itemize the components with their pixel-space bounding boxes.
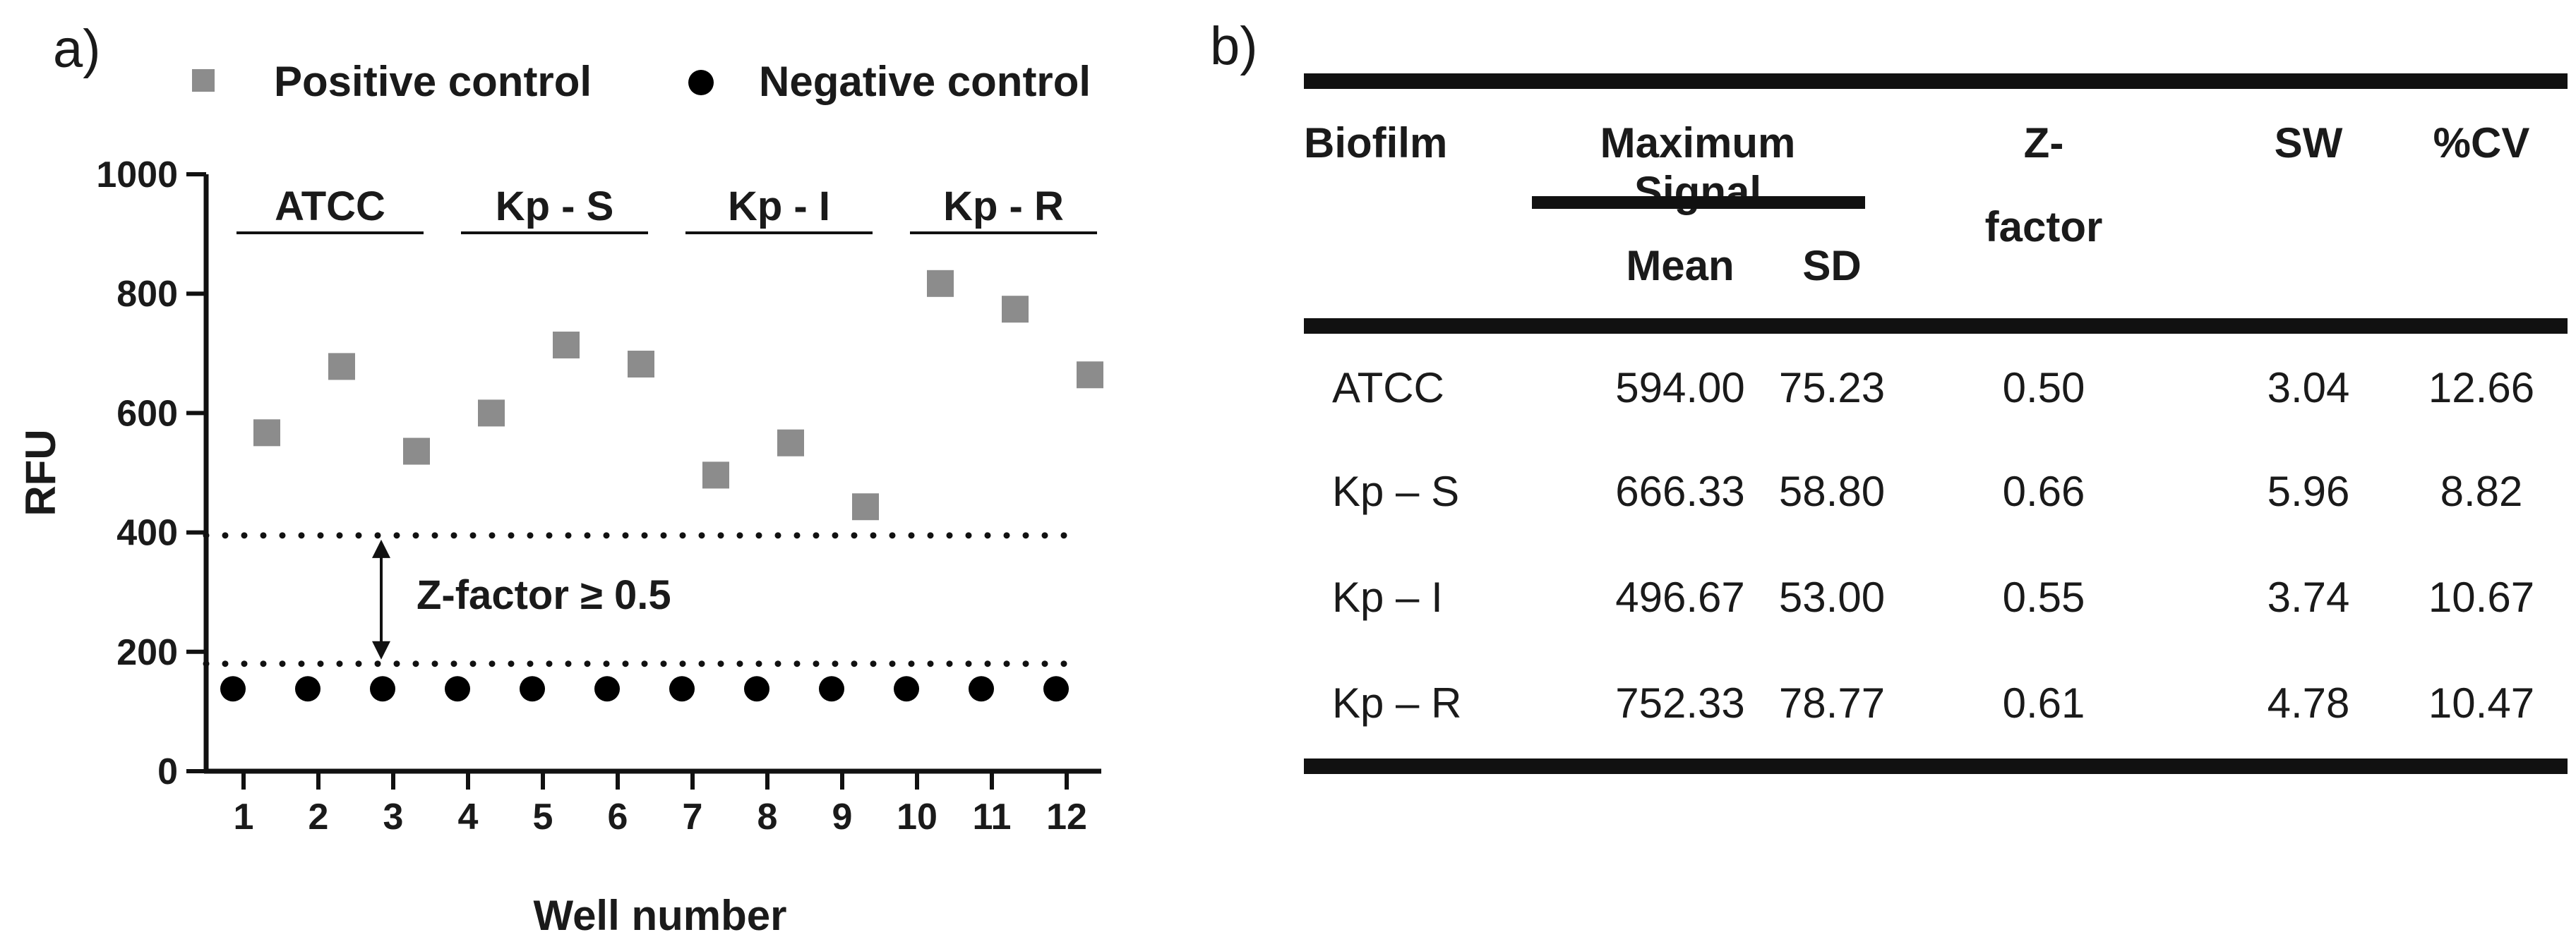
negative-control-point [669, 676, 695, 702]
row-mean: 496.67 [1615, 574, 1745, 621]
negative-control-point [894, 676, 919, 702]
y-tick-label: 0 [157, 751, 178, 792]
header-sw: SW [2274, 119, 2343, 167]
x-tick-label: 9 [832, 797, 853, 838]
x-tick-label: 12 [1046, 797, 1087, 838]
positive-control-point [628, 351, 654, 378]
x-axis-title: Well number [534, 892, 787, 939]
scatter-chart: a) Positive control Negative control 0 200 40… [17, 19, 1103, 939]
negative-control-point [295, 676, 320, 702]
arrow-down-icon [372, 641, 390, 660]
header-biofilm: Biofilm [1304, 119, 1448, 167]
legend-label: Positive control [274, 58, 592, 105]
header-z-line1: Z- [2023, 119, 2064, 167]
header-z-line2: factor [1984, 203, 2103, 250]
row-sw: 5.96 [2267, 468, 2350, 515]
row-zfactor: 0.55 [2002, 574, 2085, 621]
header-subrule [1532, 196, 1865, 209]
positive-control-point [702, 461, 729, 489]
row-cv: 10.67 [2428, 574, 2535, 621]
row-sw: 3.04 [2267, 364, 2350, 411]
negative-control-point [445, 676, 470, 702]
panel-b-label: b) [1210, 16, 1258, 76]
positive-control-point [253, 419, 280, 447]
y-axis-title: RFU [17, 429, 64, 516]
negative-control-point [520, 676, 545, 702]
x-tick-label: 5 [533, 797, 553, 838]
positive-control-point [777, 429, 804, 457]
positive-control-point [328, 353, 355, 380]
negative-control-point [220, 676, 246, 702]
panel-a-label: a) [53, 19, 101, 79]
group-label: ATCC [275, 183, 385, 229]
positive-control-point [403, 437, 430, 465]
negative-control-point [594, 676, 620, 702]
y-tick-label: 800 [116, 274, 178, 315]
x-tick-label: 2 [308, 797, 329, 838]
row-biofilm: Kp – I [1332, 574, 1443, 621]
x-tick-label: 1 [234, 797, 254, 838]
row-zfactor: 0.66 [2002, 468, 2085, 515]
positive-control-point [852, 493, 879, 521]
negative-control-point [1043, 676, 1069, 702]
row-biofilm: Kp – R [1332, 679, 1462, 727]
negative-control-point [969, 676, 994, 702]
row-sw: 4.78 [2267, 679, 2350, 727]
table-panel: b) Biofilm Maximum Signal Mean SD Z- fac… [1200, 0, 2576, 949]
row-mean: 752.33 [1615, 679, 1745, 727]
positive-control-point [1002, 296, 1029, 323]
arrow-up-icon [372, 539, 390, 558]
positive-control-point [1077, 361, 1103, 389]
x-tick-label: 7 [683, 797, 703, 838]
group-label: Kp - R [943, 183, 1064, 229]
x-tick-label: 4 [458, 797, 479, 838]
table-header-rule [1304, 318, 2568, 334]
row-biofilm: ATCC [1332, 364, 1444, 411]
z-factor-annotation: Z-factor ≥ 0.5 [417, 572, 671, 618]
y-tick-label: 600 [116, 393, 178, 434]
positive-control-point [478, 399, 505, 427]
x-tick-label: 6 [608, 797, 628, 838]
row-sd: 53.00 [1778, 574, 1886, 621]
positive-control-point [553, 331, 580, 358]
legend-label: Negative control [759, 58, 1091, 105]
row-sd: 78.77 [1778, 679, 1886, 727]
row-cv: 10.47 [2428, 679, 2535, 727]
legend-circle-icon [688, 70, 714, 95]
row-mean: 666.33 [1615, 468, 1745, 515]
row-sd: 75.23 [1778, 364, 1886, 411]
negative-control-point [370, 676, 395, 702]
row-cv: 12.66 [2428, 364, 2535, 411]
row-sd: 58.80 [1778, 468, 1886, 515]
x-tick-label: 10 [897, 797, 937, 838]
negative-control-point [744, 676, 769, 702]
legend-square-icon [192, 69, 215, 92]
positive-control-point [927, 270, 954, 297]
y-tick-label: 200 [116, 632, 178, 673]
y-tick-label: 1000 [96, 155, 178, 195]
header-sd: SD [1802, 242, 1862, 289]
row-zfactor: 0.50 [2002, 364, 2085, 411]
row-mean: 594.00 [1615, 364, 1745, 411]
x-tick-label: 3 [383, 797, 404, 838]
row-biofilm: Kp – S [1332, 468, 1460, 515]
group-label: Kp - S [496, 183, 614, 229]
header-mean: Mean [1626, 242, 1735, 289]
x-tick-label: 8 [757, 797, 778, 838]
negative-control-point [819, 676, 844, 702]
row-zfactor: 0.61 [2002, 679, 2085, 727]
x-tick-label: 11 [973, 797, 1012, 838]
header-cv: %CV [2433, 119, 2530, 167]
row-cv: 8.82 [2440, 468, 2523, 515]
table-top-rule [1304, 73, 2568, 89]
row-sw: 3.74 [2267, 574, 2350, 621]
table-bottom-rule [1304, 758, 2568, 774]
chart-panel: a) Positive control Negative control 0 200 40… [0, 0, 1214, 949]
group-label: Kp - I [728, 183, 830, 229]
y-tick-label: 400 [116, 513, 178, 554]
